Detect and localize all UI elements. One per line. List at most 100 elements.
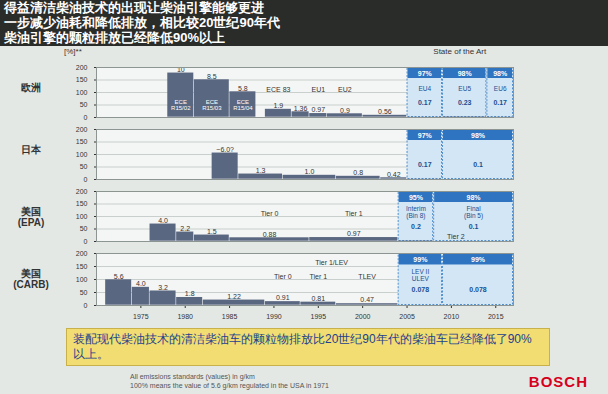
svg-text:150: 150 [76, 200, 88, 207]
svg-text:1.36: 1.36 [294, 105, 308, 112]
svg-text:0.42: 0.42 [387, 171, 401, 178]
svg-text:ECER15/04: ECER15/04 [233, 99, 253, 111]
svg-text:LEV IIULEV: LEV IIULEV [411, 268, 429, 282]
svg-text:0.078: 0.078 [412, 286, 430, 293]
html-text:装配现代柴油技术的清洁柴油车的颗粒物排放比20世纪90年代的: 装配现代柴油技术的清洁柴油车的颗粒物排放比20世纪90年代的柴油车已经降低了90… [73, 332, 532, 361]
svg-text:1980: 1980 [177, 313, 193, 320]
svg-text:Tier 1: Tier 1 [309, 273, 327, 280]
svg-text:2005: 2005 [399, 313, 415, 320]
svg-text:150: 150 [76, 138, 88, 145]
svg-text:1.9: 1.9 [274, 102, 284, 109]
svg-text:50: 50 [80, 225, 88, 232]
svg-text:0.078: 0.078 [469, 286, 487, 293]
svg-text:1985: 1985 [222, 313, 238, 320]
html-text:一步减少油耗和降低排放，相比较20世纪90年代: 一步减少油耗和降低排放，相比较20世纪90年代 [4, 15, 280, 30]
svg-text:1975: 1975 [133, 313, 149, 320]
svg-text:1.0: 1.0 [305, 168, 315, 175]
svg-text:0.81: 0.81 [311, 295, 325, 302]
svg-text:100: 100 [76, 151, 88, 158]
svg-text:~6.0?: ~6.0? [216, 146, 234, 153]
svg-text:0: 0 [84, 114, 88, 121]
svg-text:95%: 95% [409, 194, 424, 201]
svg-text:150: 150 [76, 263, 88, 270]
svg-text:EU6: EU6 [494, 85, 507, 92]
svg-text:98%: 98% [467, 194, 482, 201]
svg-text:0.17: 0.17 [418, 161, 432, 168]
svg-text:1.8: 1.8 [185, 290, 195, 297]
svg-text:ECE 83: ECE 83 [266, 86, 290, 93]
svg-text:ECER15/02: ECER15/02 [171, 99, 191, 111]
html-text:欧洲: 欧洲 [21, 82, 41, 93]
svg-text:0: 0 [84, 238, 88, 245]
svg-text:50: 50 [80, 289, 88, 296]
svg-text:0.9: 0.9 [340, 107, 350, 114]
svg-text:99%: 99% [413, 256, 428, 263]
svg-text:150: 150 [76, 76, 88, 83]
svg-text:5.6: 5.6 [114, 273, 124, 280]
svg-text:98%: 98% [493, 70, 508, 77]
svg-text:1995: 1995 [311, 313, 327, 320]
svg-text:0.2: 0.2 [411, 223, 421, 230]
svg-text:0.17: 0.17 [418, 99, 432, 106]
svg-text:97%: 97% [418, 70, 433, 77]
svg-text:98%: 98% [458, 70, 473, 77]
svg-text:200: 200 [76, 126, 88, 133]
svg-text:Interim(Bin 8): Interim(Bin 8) [406, 205, 426, 220]
svg-text:EU2: EU2 [338, 86, 352, 93]
svg-text:5.8: 5.8 [238, 85, 248, 92]
html-text:柴油引擎的颗粒排放已经降低90%以上: 柴油引擎的颗粒排放已经降低90%以上 [4, 30, 225, 45]
svg-text:0.56: 0.56 [378, 108, 392, 115]
svg-text:0.97: 0.97 [347, 230, 361, 237]
svg-text:Final(Bin 5): Final(Bin 5) [464, 205, 483, 220]
svg-text:98%: 98% [471, 132, 486, 139]
svg-text:200: 200 [76, 188, 88, 195]
html-text:美国 (CARB): 美国 (CARB) [13, 268, 49, 290]
svg-text:3.2: 3.2 [158, 284, 168, 291]
svg-text:99%: 99% [471, 256, 486, 263]
svg-text:10: 10 [177, 66, 185, 73]
svg-text:1.3: 1.3 [256, 167, 266, 174]
svg-text:2010: 2010 [444, 313, 460, 320]
svg-text:0.97: 0.97 [311, 106, 325, 113]
svg-text:0.1: 0.1 [469, 223, 479, 230]
svg-text:2000: 2000 [355, 313, 371, 320]
svg-text:4.0: 4.0 [158, 217, 168, 224]
svg-text:1.22: 1.22 [227, 293, 241, 300]
svg-text:100: 100 [76, 276, 88, 283]
svg-text:0.1: 0.1 [473, 161, 483, 168]
svg-text:50: 50 [80, 101, 88, 108]
svg-text:2015: 2015 [488, 313, 504, 320]
svg-text:200: 200 [76, 250, 88, 257]
svg-text:1.5: 1.5 [207, 228, 217, 235]
svg-text:Tier 2: Tier 2 [447, 233, 465, 240]
html-text:BOSCH: BOSCH [528, 373, 588, 390]
svg-text:100: 100 [76, 213, 88, 220]
html-text:得益清洁柴油技术的出现让柴油引擎能够更进: 得益清洁柴油技术的出现让柴油引擎能够更进 [4, 0, 264, 15]
svg-text:EU5: EU5 [458, 85, 471, 92]
svg-text:EU4: EU4 [418, 85, 431, 92]
svg-text:0.8: 0.8 [353, 169, 363, 176]
svg-text:Tier 0: Tier 0 [261, 210, 279, 217]
svg-text:2.2: 2.2 [180, 225, 190, 232]
svg-text:0.23: 0.23 [458, 99, 472, 106]
svg-text:TLEV: TLEV [358, 273, 376, 280]
svg-text:0.47: 0.47 [360, 296, 374, 303]
svg-text:Tier 1: Tier 1 [345, 210, 363, 217]
svg-text:0: 0 [84, 176, 88, 183]
svg-text:4.0: 4.0 [136, 280, 146, 287]
svg-text:EU1: EU1 [311, 86, 325, 93]
svg-text:200: 200 [76, 64, 88, 71]
svg-text:97%: 97% [418, 132, 433, 139]
svg-text:0.91: 0.91 [276, 294, 290, 301]
html-text:美国 (EPA): 美国 (EPA) [17, 206, 45, 228]
svg-text:50: 50 [80, 163, 88, 170]
svg-text:ECER15/03: ECER15/03 [202, 99, 222, 111]
svg-text:0.17: 0.17 [493, 99, 507, 106]
svg-text:0: 0 [84, 302, 88, 309]
svg-text:0.88: 0.88 [263, 231, 277, 238]
svg-text:8.5: 8.5 [207, 73, 217, 80]
svg-text:1990: 1990 [266, 313, 282, 320]
svg-text:Tier 1/LEV: Tier 1/LEV [315, 259, 348, 266]
svg-text:Tier 0: Tier 0 [274, 273, 292, 280]
svg-text:100: 100 [76, 89, 88, 96]
